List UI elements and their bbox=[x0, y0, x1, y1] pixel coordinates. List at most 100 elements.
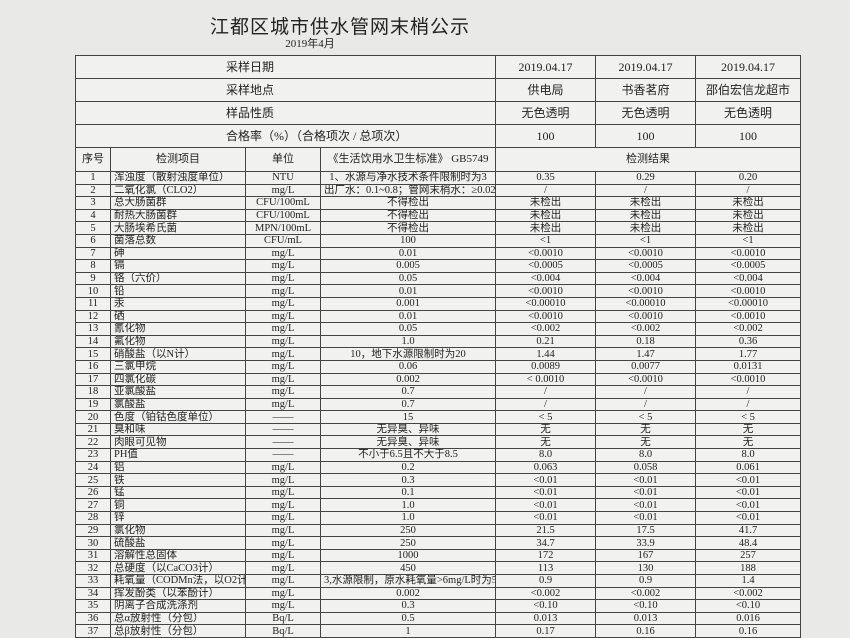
cell: 1.47 bbox=[595, 347, 697, 361]
cell: <0.002 bbox=[595, 586, 697, 601]
cell: 9 bbox=[75, 271, 111, 286]
cell: 0.3 bbox=[319, 473, 497, 487]
cell: 22 bbox=[75, 435, 111, 450]
column-header: 单位 bbox=[245, 147, 321, 172]
cell: 总硬度（以CaCO3计） bbox=[110, 561, 246, 575]
cell: 36 bbox=[75, 611, 111, 626]
cell: <0.0005 bbox=[595, 259, 697, 273]
cell: 亚氯酸盐 bbox=[110, 385, 246, 399]
cell: 28 bbox=[75, 511, 111, 525]
cell: CFU/100mL bbox=[245, 196, 321, 210]
data-row: 32 总硬度（以CaCO3计） mg/L 450 113 130 188 bbox=[75, 561, 802, 575]
cell: <0.01 bbox=[495, 485, 597, 500]
data-row: 13 氰化物 mg/L 0.05 <0.002 <0.002 <0.002 bbox=[75, 322, 802, 336]
cell: 0.17 bbox=[495, 624, 597, 638]
cell: 13 bbox=[75, 322, 111, 336]
cell: 0.16 bbox=[595, 624, 697, 638]
cell: <0.0010 bbox=[695, 284, 802, 298]
cell: <0.0010 bbox=[595, 246, 697, 261]
title: 江都区城市供水管网末梢公示 bbox=[209, 16, 470, 38]
cell: 0.3 bbox=[319, 599, 497, 613]
cell: 铝 bbox=[110, 460, 246, 475]
cell: 铁 bbox=[110, 473, 246, 487]
cell: 0.0077 bbox=[595, 359, 697, 374]
cell: <0.0005 bbox=[495, 259, 597, 273]
cell: 21.5 bbox=[495, 523, 597, 538]
cell: mg/L bbox=[245, 485, 321, 500]
cell: 无异臭、异味 bbox=[319, 435, 497, 450]
cell: 不得检出 bbox=[319, 208, 497, 223]
cell: 21 bbox=[75, 422, 111, 437]
cell: mg/L bbox=[245, 536, 321, 550]
cell: / bbox=[695, 183, 802, 198]
cell: <0.002 bbox=[695, 586, 802, 601]
cell: 0.01 bbox=[319, 309, 497, 324]
data-row: 27 铜 mg/L 1.0 <0.01 <0.01 <0.01 bbox=[75, 498, 802, 513]
cell: 0.7 bbox=[319, 397, 497, 412]
cell: <0.00010 bbox=[595, 296, 697, 311]
cell: <1 bbox=[595, 233, 697, 248]
meta-row: 合格率（%）（合格项次 / 总项次） 100 100 100 bbox=[74, 124, 802, 148]
cell: 四氯化碳 bbox=[110, 372, 246, 387]
cell: <0.01 bbox=[695, 498, 802, 513]
cell: 出厂水：0.1~0.8；管网末梢水：≥0.02 bbox=[319, 183, 497, 198]
meta-row: 采样日期 2019.04.17 2019.04.17 2019.04.17 bbox=[74, 55, 802, 79]
cell: <0.01 bbox=[595, 473, 697, 487]
cell: 37 bbox=[75, 624, 111, 638]
cell: mg/L bbox=[245, 586, 321, 601]
data-row: 6 菌落总数 CFU/mL 100 <1 <1 <1 bbox=[75, 233, 802, 248]
cell: 氯酸盐 bbox=[110, 397, 246, 412]
cell: 30 bbox=[75, 536, 111, 550]
cell: 10，地下水源限制时为20 bbox=[319, 347, 497, 361]
cell: 0.9 bbox=[595, 574, 697, 588]
cell: mg/L bbox=[245, 574, 321, 588]
cell: 总大肠菌群 bbox=[110, 196, 246, 210]
cell: 0.05 bbox=[319, 271, 497, 286]
cell: <0.0010 bbox=[595, 309, 697, 324]
cell: 未检出 bbox=[495, 208, 597, 223]
data-row: 29 氯化物 mg/L 250 21.5 17.5 41.7 bbox=[75, 523, 802, 538]
cell: 未检出 bbox=[595, 196, 697, 210]
cell: <0.10 bbox=[695, 599, 802, 613]
cell: 不小于6.5且不大于8.5 bbox=[319, 448, 497, 462]
cell: 8 bbox=[75, 259, 111, 273]
meta-label: 采样地点 bbox=[74, 78, 497, 102]
cell: <0.01 bbox=[595, 511, 697, 525]
cell: 1、水源与净水技术条件限制时为3 bbox=[319, 171, 497, 185]
cell: 0.01 bbox=[319, 284, 497, 298]
cell: 3 bbox=[75, 196, 111, 210]
cell: <0.01 bbox=[495, 473, 597, 487]
cell: 17 bbox=[75, 372, 111, 387]
cell: 0.18 bbox=[595, 334, 697, 349]
data-row: 14 氟化物 mg/L 1.0 0.21 0.18 0.36 bbox=[75, 334, 802, 349]
data-row: 18 亚氯酸盐 mg/L 0.7// / bbox=[75, 385, 802, 399]
cell: 48.4 bbox=[695, 536, 802, 550]
cell: 锰 bbox=[110, 485, 246, 500]
cell: <0.0010 bbox=[695, 372, 802, 387]
meta-value: 供电局 bbox=[495, 78, 597, 102]
cell: mg/L bbox=[245, 246, 321, 261]
cell: 氰化物 bbox=[110, 322, 246, 336]
data-row: 20 色度（铂钴色度单位） —— 15 < 5 < 5 < 5 bbox=[75, 410, 802, 424]
cell: 17.5 bbox=[595, 523, 697, 538]
cell: 26 bbox=[75, 485, 111, 500]
cell: < 0.0010 bbox=[495, 372, 597, 387]
data-row: 5 大肠埃希氏菌 MPN/100mL 不得检出 未检出 未检出 未检出 bbox=[75, 221, 802, 235]
cell: 菌落总数 bbox=[110, 233, 246, 248]
cell: 0.05 bbox=[319, 322, 497, 336]
cell: <0.004 bbox=[495, 271, 597, 286]
cell: 257 bbox=[695, 548, 802, 563]
data-row: 37 总β放射性（分包） Bq/L 1 0.17 0.16 0.16 bbox=[75, 624, 802, 638]
cell: 汞 bbox=[110, 296, 246, 311]
cell: / bbox=[495, 397, 597, 412]
cell: 34 bbox=[75, 586, 111, 601]
cell: 0.002 bbox=[319, 586, 497, 601]
cell: 硫酸盐 bbox=[110, 536, 246, 550]
meta-value: 2019.04.17 bbox=[595, 55, 697, 79]
cell: 0.06 bbox=[319, 359, 497, 374]
cell: 4 bbox=[75, 208, 111, 223]
cell: 0.005 bbox=[319, 259, 497, 273]
data-row: 9 铬（六价） mg/L 0.05 <0.004 <0.004 <0.004 bbox=[75, 271, 802, 286]
cell: mg/L bbox=[245, 284, 321, 298]
column-header: 检测项目 bbox=[110, 147, 246, 172]
